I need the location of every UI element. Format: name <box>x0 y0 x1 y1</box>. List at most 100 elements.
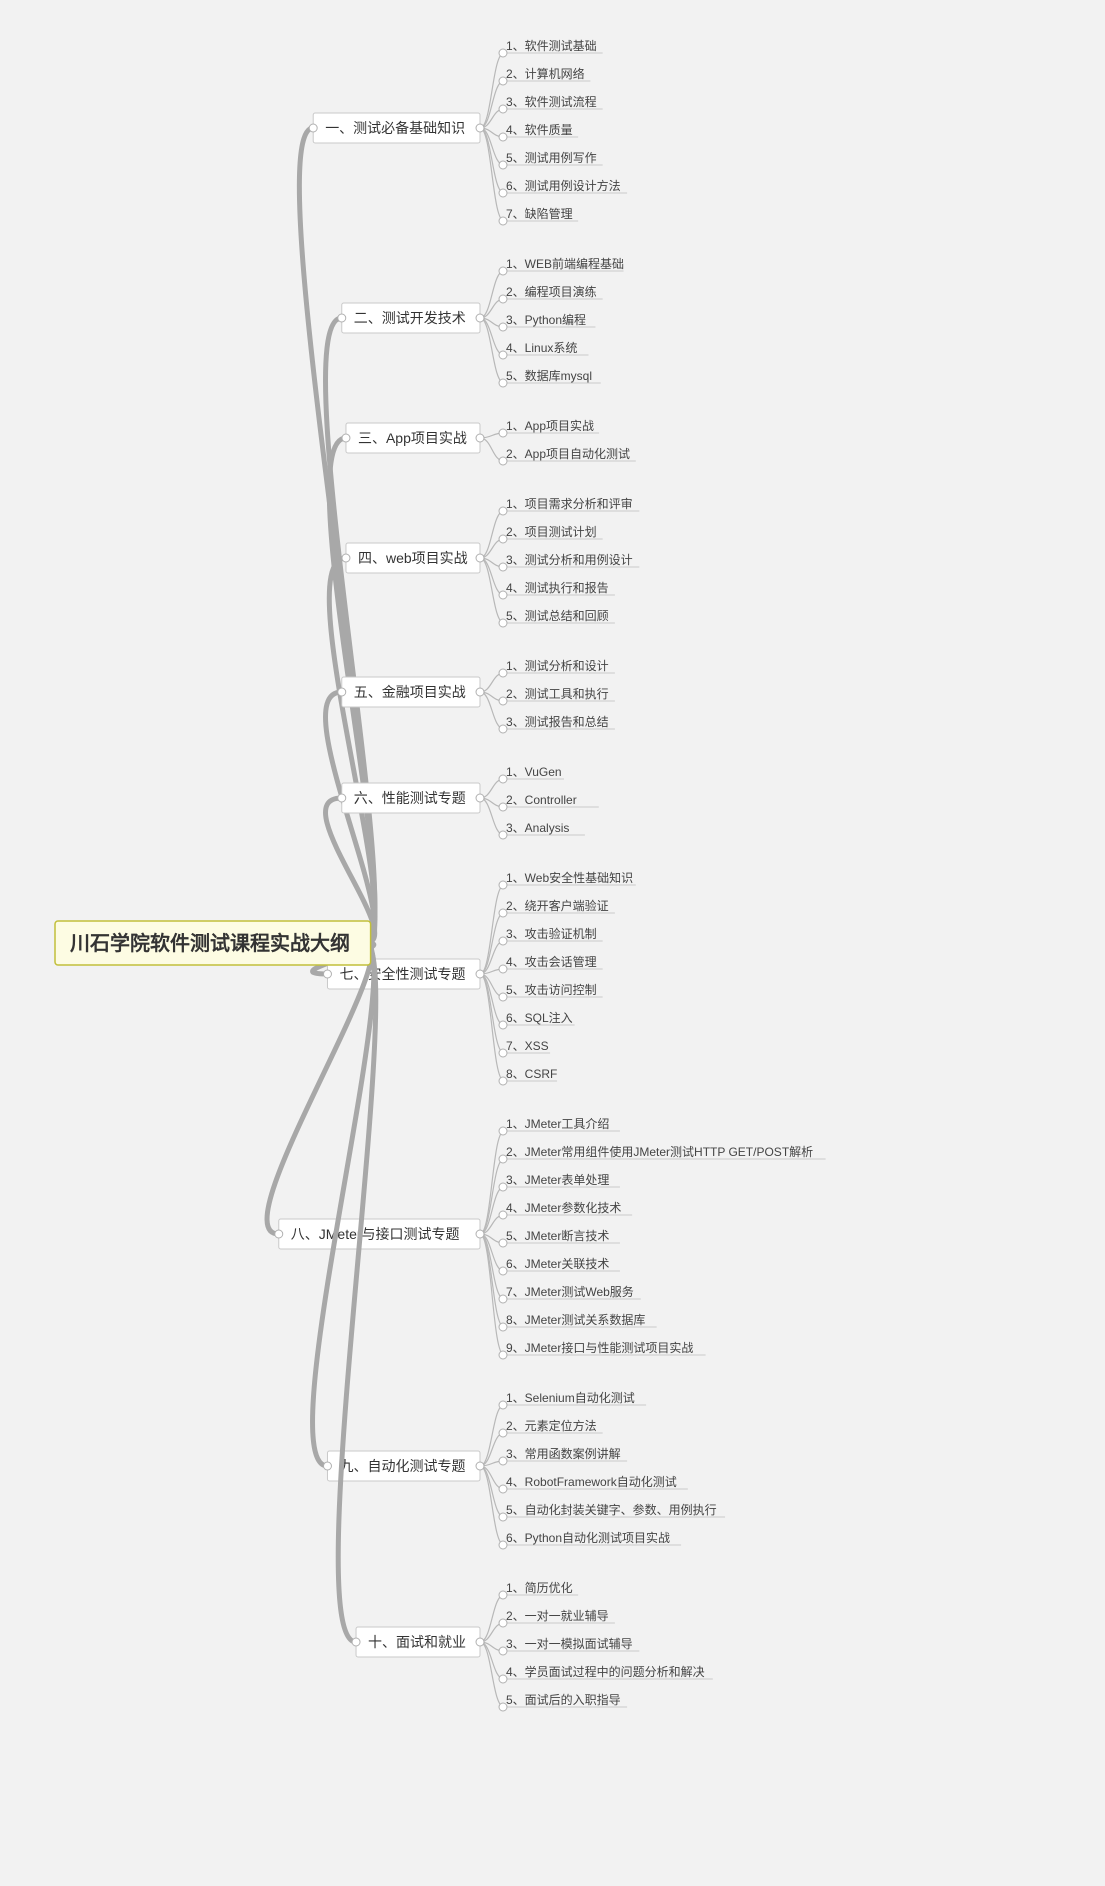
branch-edge <box>480 1159 504 1234</box>
branch-label: 八、JMeter与接口测试专题 <box>291 1226 460 1242</box>
leaf-label: 7、缺陷管理 <box>506 206 573 221</box>
leaf-dot <box>499 1485 507 1493</box>
mindmap-canvas: 1、软件测试基础2、计算机网络3、软件测试流程4、软件质量5、测试用例写作6、测… <box>0 0 1105 1886</box>
leaf-dot <box>499 1049 507 1057</box>
leaf-label: 1、测试分析和设计 <box>506 658 609 673</box>
branch-label: 一、测试必备基础知识 <box>325 120 465 136</box>
leaf-label: 1、WEB前端编程基础 <box>506 256 624 271</box>
leaf-dot <box>499 457 507 465</box>
leaf-label: 9、JMeter接口与性能测试项目实战 <box>506 1340 693 1355</box>
leaf-label: 3、Analysis <box>506 821 569 835</box>
branch-right-dot <box>476 688 484 696</box>
branch-right-dot <box>476 1638 484 1646</box>
root-label: 川石学院软件测试课程实战大纲 <box>69 931 350 955</box>
leaf-label: 4、学员面试过程中的问题分析和解决 <box>506 1664 705 1679</box>
leaf-dot <box>499 1077 507 1085</box>
branch-left-dot <box>338 794 346 802</box>
leaf-dot <box>499 133 507 141</box>
leaf-label: 5、面试后的入职指导 <box>506 1692 621 1707</box>
leaf-label: 3、JMeter表单处理 <box>506 1173 609 1187</box>
leaf-label: 4、RobotFramework自动化测试 <box>506 1474 677 1489</box>
leaf-label: 4、攻击会话管理 <box>506 954 597 969</box>
branch-edge <box>480 53 504 128</box>
leaf-dot <box>499 323 507 331</box>
leaf-dot <box>499 1183 507 1191</box>
leaf-label: 4、JMeter参数化技术 <box>506 1200 621 1215</box>
branch-right-dot <box>476 124 484 132</box>
leaf-label: 2、Controller <box>506 793 577 807</box>
branch-edge <box>480 1234 504 1327</box>
branch-left-dot <box>338 314 346 322</box>
leaf-label: 8、JMeter测试关系数据库 <box>506 1312 645 1327</box>
leaf-dot <box>499 937 507 945</box>
leaf-dot <box>499 49 507 57</box>
leaf-label: 4、测试执行和报告 <box>506 580 609 595</box>
leaf-dot <box>499 563 507 571</box>
leaf-dot <box>499 619 507 627</box>
leaf-dot <box>499 775 507 783</box>
leaf-label: 2、编程项目演练 <box>506 284 597 299</box>
leaf-dot <box>499 1675 507 1683</box>
leaf-label: 1、项目需求分析和评审 <box>506 496 633 511</box>
leaf-label: 6、Python自动化测试项目实战 <box>506 1530 670 1545</box>
leaf-dot <box>499 909 507 917</box>
leaf-label: 3、一对一模拟面试辅导 <box>506 1636 633 1651</box>
leaf-label: 8、CSRF <box>506 1067 557 1081</box>
leaf-label: 1、Web安全性基础知识 <box>506 870 633 885</box>
leaf-dot <box>499 1429 507 1437</box>
leaf-label: 1、JMeter工具介绍 <box>506 1117 609 1131</box>
leaf-label: 3、Python编程 <box>506 312 586 327</box>
leaf-label: 3、测试报告和总结 <box>506 714 609 729</box>
leaf-label: 2、App项目自动化测试 <box>506 446 630 461</box>
leaf-dot <box>499 1323 507 1331</box>
leaf-dot <box>499 725 507 733</box>
branch-label: 六、性能测试专题 <box>354 790 466 806</box>
branch-left-dot <box>338 688 346 696</box>
leaf-label: 5、测试总结和回顾 <box>506 608 609 623</box>
branch-edge <box>480 271 504 318</box>
leaf-dot <box>499 1513 507 1521</box>
leaf-dot <box>499 881 507 889</box>
branch-right-dot <box>476 554 484 562</box>
leaf-dot <box>499 1541 507 1549</box>
leaf-label: 3、测试分析和用例设计 <box>506 552 633 567</box>
leaf-label: 5、自动化封装关键字、参数、用例执行 <box>506 1502 717 1517</box>
branch-left-dot <box>275 1230 283 1238</box>
leaf-label: 1、VuGen <box>506 765 562 779</box>
branch-label: 四、web项目实战 <box>358 550 468 566</box>
branch-right-dot <box>476 794 484 802</box>
leaf-dot <box>499 1155 507 1163</box>
leaf-dot <box>499 1239 507 1247</box>
leaf-label: 6、SQL注入 <box>506 1010 573 1025</box>
leaf-label: 3、软件测试流程 <box>506 94 597 109</box>
leaf-dot <box>499 351 507 359</box>
branch-edge <box>480 1595 504 1642</box>
leaf-dot <box>499 217 507 225</box>
leaf-label: 4、Linux系统 <box>506 341 577 355</box>
leaf-dot <box>499 1619 507 1627</box>
leaf-dot <box>499 1211 507 1219</box>
leaf-dot <box>499 1457 507 1465</box>
leaf-dot <box>499 803 507 811</box>
leaf-label: 2、元素定位方法 <box>506 1418 597 1433</box>
leaf-dot <box>499 1295 507 1303</box>
leaf-dot <box>499 697 507 705</box>
branch-right-dot <box>476 1230 484 1238</box>
leaf-dot <box>499 1021 507 1029</box>
branch-edge <box>480 885 504 974</box>
leaf-label: 5、测试用例写作 <box>506 150 597 165</box>
leaf-label: 7、JMeter测试Web服务 <box>506 1284 634 1299</box>
leaf-label: 1、Selenium自动化测试 <box>506 1390 635 1405</box>
leaf-dot <box>499 161 507 169</box>
leaf-label: 6、JMeter关联技术 <box>506 1257 609 1271</box>
leaf-dot <box>499 669 507 677</box>
leaf-label: 1、软件测试基础 <box>506 38 597 53</box>
leaf-dot <box>499 965 507 973</box>
leaf-dot <box>499 1267 507 1275</box>
branch-right-dot <box>476 314 484 322</box>
leaf-dot <box>499 993 507 1001</box>
branch-edge <box>480 128 504 221</box>
leaf-dot <box>499 507 507 515</box>
branch-label: 五、金融项目实战 <box>354 684 466 700</box>
leaf-dot <box>499 1401 507 1409</box>
